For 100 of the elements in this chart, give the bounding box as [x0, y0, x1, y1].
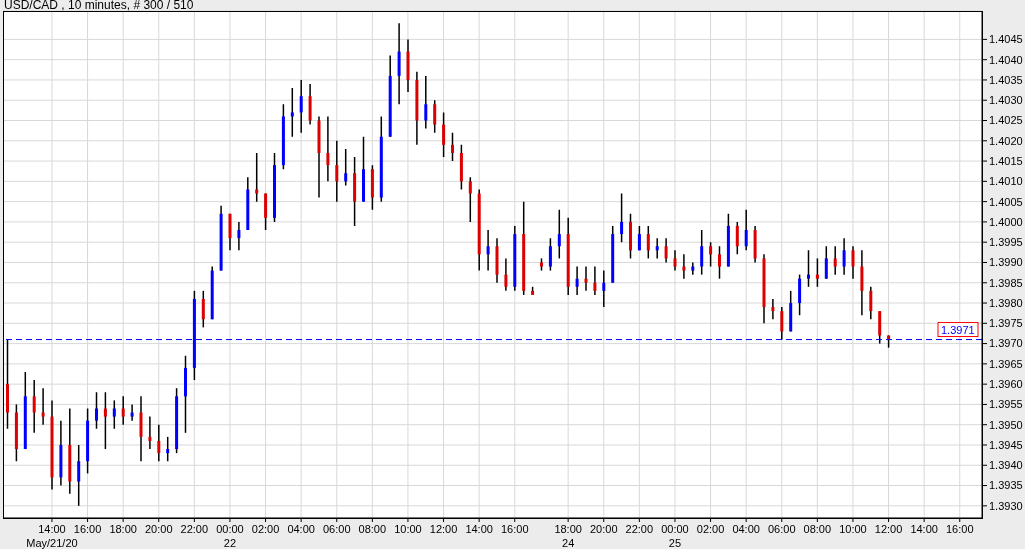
candlestick — [646, 225, 650, 260]
x-tick-label: 02:00 — [251, 523, 280, 535]
candlestick — [682, 253, 686, 280]
ref-line-label: 1.3971 — [941, 323, 975, 336]
candlestick — [201, 290, 205, 329]
y-tick-label: 1.4040 — [989, 53, 1023, 66]
y-tick-label: 1.4015 — [989, 154, 1023, 167]
x-tick-label: 12:00 — [429, 523, 458, 535]
candlestick — [807, 249, 810, 288]
y-tick-label: 1.3960 — [989, 378, 1023, 391]
candlestick — [673, 249, 677, 272]
candlestick — [655, 237, 659, 260]
candlestick — [815, 257, 819, 288]
x-tick-label: 08:00 — [803, 523, 832, 535]
candlestick — [557, 208, 561, 260]
candlestick — [709, 241, 713, 268]
y-tick-label: 1.3980 — [989, 296, 1023, 309]
y-tick-label: 1.3935 — [989, 479, 1023, 492]
candlestick — [335, 140, 339, 203]
candlestick — [771, 298, 775, 321]
candlestick — [718, 245, 721, 280]
y-tick-label: 1.4010 — [989, 175, 1023, 188]
candlestick — [486, 229, 490, 272]
candlestick — [691, 261, 695, 276]
candlestick — [548, 237, 552, 272]
candlestick — [629, 213, 632, 260]
candlestick — [95, 391, 98, 430]
candlestick — [842, 237, 846, 276]
candlestick — [442, 111, 446, 158]
candlestick — [6, 338, 9, 430]
x-tick-label: 12:00 — [874, 523, 903, 535]
x-tick-label: 16:00 — [500, 523, 529, 535]
candlestick — [344, 148, 348, 187]
y-tick-label: 1.3975 — [989, 317, 1023, 330]
x-tick-label: 00:00 22 — [216, 523, 244, 549]
candlestick — [780, 306, 784, 341]
x-tick-label: 14:00 — [910, 523, 938, 535]
candlestick — [424, 75, 428, 130]
candlestick — [869, 286, 873, 321]
candlestick — [620, 192, 624, 243]
candlestick — [602, 269, 606, 308]
candlestick — [255, 152, 259, 203]
candlestick — [32, 379, 36, 434]
x-tick-label: 16:00 — [73, 523, 102, 535]
x-tick-label: 10:00 — [394, 523, 422, 535]
y-tick-label: 1.3990 — [989, 256, 1023, 269]
y-tick-label: 1.3965 — [989, 357, 1023, 370]
x-tick-label: 14:00 — [465, 523, 493, 535]
y-tick-label: 1.4025 — [989, 114, 1023, 127]
y-tick-label: 1.3955 — [989, 398, 1023, 411]
candlestick — [299, 79, 303, 134]
candlestick — [157, 423, 161, 462]
candlestick — [148, 415, 152, 450]
candlestick — [166, 436, 170, 462]
x-tick-label: 04:00 — [287, 523, 315, 535]
y-tick-label: 1.4030 — [989, 94, 1023, 107]
candlestick — [575, 265, 579, 296]
candlestick — [735, 221, 739, 256]
x-tick-label: 22:00 — [625, 523, 654, 535]
candlestick — [433, 99, 437, 134]
x-tick-label: 16:00 — [945, 523, 974, 535]
chart-title: USD/CAD , 10 minutes, # 300 / 510 — [4, 0, 194, 12]
candlestick — [593, 265, 597, 296]
y-tick-label: 1.3985 — [989, 276, 1023, 289]
candlestick — [744, 208, 748, 252]
candlestick — [103, 391, 107, 450]
candlestick — [700, 229, 704, 276]
candlestick — [504, 257, 508, 292]
candlestick — [584, 265, 588, 292]
y-tick-label: 1.3940 — [989, 459, 1023, 472]
candlestick — [451, 131, 454, 162]
candlestick — [112, 399, 116, 430]
y-tick-label: 1.3970 — [989, 337, 1023, 350]
x-tick-label: 18:00 24 — [554, 523, 582, 549]
candlestick — [77, 444, 81, 507]
candlestick — [273, 152, 276, 223]
y-tick-label: 1.4035 — [989, 73, 1023, 86]
x-tick-label: 06:00 — [322, 523, 351, 535]
candlestick — [41, 387, 45, 426]
candlestick — [833, 245, 837, 276]
x-tick-label: 06:00 — [767, 523, 796, 535]
candlestick — [362, 135, 365, 203]
candlestick — [121, 395, 125, 426]
candlestick — [130, 403, 134, 422]
y-tick-label: 1.3950 — [989, 418, 1023, 431]
x-tick-label: 22:00 — [180, 523, 209, 535]
x-tick-label: 10:00 — [839, 523, 867, 535]
candlestick — [184, 355, 187, 434]
y-tick-label: 1.4020 — [989, 134, 1023, 147]
candlestick — [290, 87, 294, 138]
candlestick — [824, 245, 828, 280]
candlestick — [540, 257, 543, 272]
candlestick — [237, 221, 241, 252]
candlestick — [851, 245, 855, 280]
y-tick-label: 1.3995 — [989, 236, 1023, 249]
candlestick — [326, 115, 330, 183]
x-tick-label: 20:00 — [589, 523, 618, 535]
x-tick-label: 00:00 25 — [661, 523, 689, 549]
candlestick — [637, 225, 641, 252]
x-tick-label: 20:00 — [144, 523, 173, 535]
